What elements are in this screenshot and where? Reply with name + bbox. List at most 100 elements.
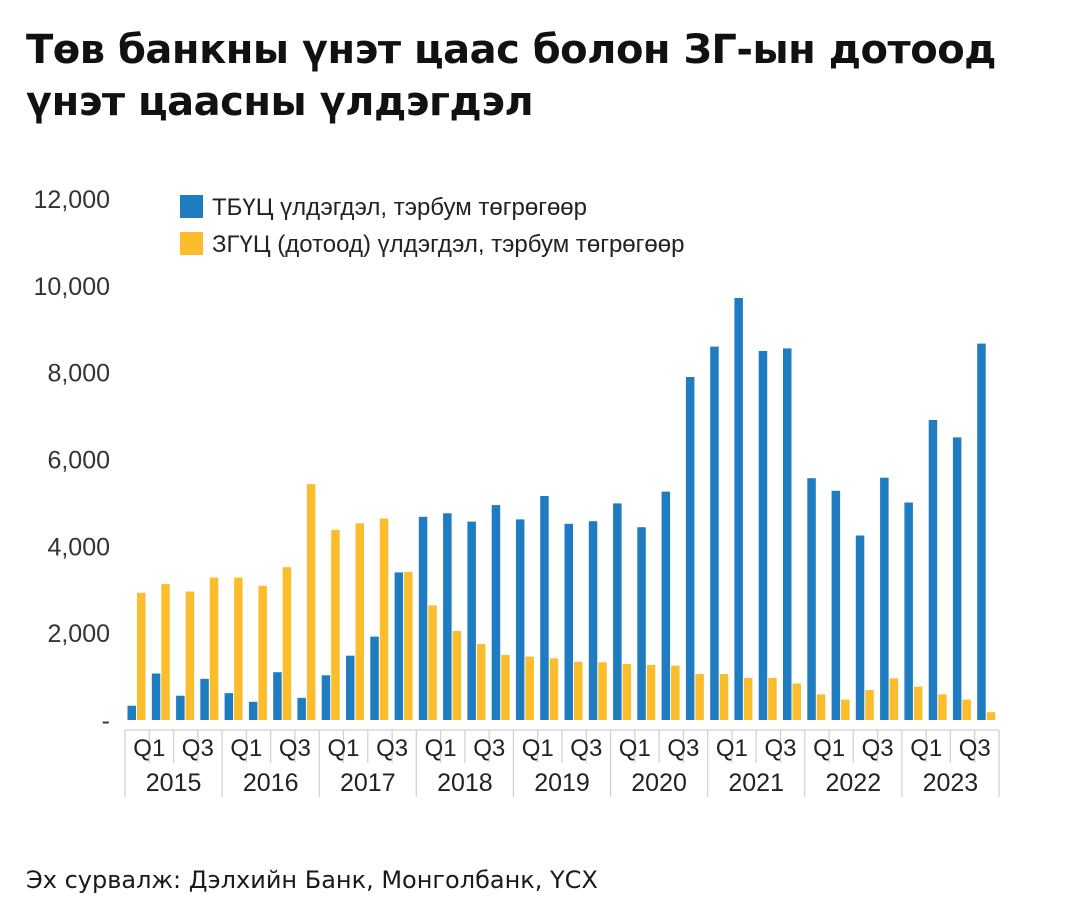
bar-tbuts — [127, 705, 136, 720]
y-axis: - 2,000 4,000 6,000 8,000 10,000 12,000 — [34, 186, 110, 735]
bar-zguts — [816, 694, 826, 720]
x-year-label: 2021 — [728, 769, 784, 797]
bar-zguts — [646, 664, 656, 720]
x-year-label: 2022 — [825, 769, 881, 797]
bar-tbuts — [491, 505, 501, 720]
bar-tbuts — [224, 693, 234, 720]
bar-tbuts — [321, 675, 331, 720]
bar-zguts — [234, 577, 243, 720]
bar-zguts — [792, 683, 801, 720]
bar-tbuts — [807, 478, 816, 720]
x-tick-label-q3: Q3 — [667, 735, 699, 762]
y-tick-label: 6,000 — [47, 447, 110, 475]
bar-zguts — [743, 677, 753, 720]
bar-tbuts — [588, 521, 598, 720]
chart-title: Төв банкны үнэт цаас болон ЗГ-ын дотоод … — [26, 24, 1066, 128]
bar-tbuts — [734, 298, 743, 720]
bar-zguts — [622, 664, 632, 720]
bar-tbuts — [613, 503, 622, 720]
bar-tbuts — [977, 343, 986, 720]
bar-tbuts — [394, 572, 404, 720]
x-tick-label-q3: Q3 — [764, 735, 796, 762]
y-tick-label: 4,000 — [47, 533, 110, 561]
x-tick-label-q1: Q1 — [425, 735, 457, 762]
x-year-label: 2016 — [243, 769, 299, 797]
y-tick-label: 8,000 — [47, 360, 110, 388]
x-tick-label-q1: Q1 — [230, 735, 262, 762]
bar-zguts — [137, 592, 146, 720]
x-tick-label-q3: Q3 — [279, 735, 311, 762]
bar-zguts — [452, 631, 462, 720]
bar-zguts — [161, 584, 170, 720]
bar-zguts — [501, 654, 510, 720]
bar-zguts — [525, 656, 534, 720]
legend-label-series-2: ЗГҮЦ (дотоод) үлдэгдэл, тэрбум төгрөгөөр — [212, 231, 684, 258]
bar-tbuts — [952, 437, 962, 720]
y-tick-label: 10,000 — [34, 273, 110, 301]
x-tick-label-q3: Q3 — [182, 735, 214, 762]
bar-zguts — [185, 591, 195, 720]
bar-zguts — [355, 523, 364, 720]
bar-tbuts — [370, 636, 379, 720]
x-year-label: 2017 — [340, 769, 396, 797]
bar-zguts — [404, 571, 413, 720]
bar-zguts — [938, 694, 947, 720]
x-year-label: 2015 — [146, 769, 202, 797]
x-tick-label-q1: Q1 — [716, 735, 748, 762]
bar-zguts — [379, 518, 389, 720]
bar-zguts — [574, 661, 583, 720]
bar-tbuts — [661, 491, 671, 720]
bar-zguts — [209, 577, 219, 720]
bar-zguts — [306, 484, 316, 720]
bar-tbuts — [540, 496, 549, 720]
y-tick-label: 12,000 — [34, 186, 110, 214]
bar-zguts — [962, 699, 971, 720]
bar-zguts — [695, 674, 704, 720]
bar-tbuts — [176, 695, 185, 720]
x-axis: Q1 Q3 2015 Q1 Q3 2016 Q1 Q3 2017 Q1 Q3 2018 Q1 Q3 2019… — [124, 729, 1000, 797]
bar-tbuts — [710, 346, 719, 720]
bar-zguts — [598, 662, 607, 720]
bar-tbuts — [637, 527, 646, 720]
bar-tbuts — [346, 655, 355, 720]
bar-zguts — [768, 677, 777, 720]
bar-tbuts — [904, 502, 913, 720]
bar-zguts — [549, 658, 559, 720]
x-year-label: 2018 — [437, 769, 493, 797]
y-tick-label: 2,000 — [47, 620, 110, 648]
x-tick-label-q1: Q1 — [619, 735, 651, 762]
bar-tbuts — [928, 420, 938, 720]
x-year-label: 2023 — [923, 769, 979, 797]
bar-tbuts — [273, 672, 282, 720]
bar-tbuts — [297, 697, 306, 720]
bar-tbuts — [758, 351, 768, 720]
bar-zguts — [986, 712, 996, 720]
x-tick-label-q3: Q3 — [862, 735, 894, 762]
x-tick-label-q1: Q1 — [910, 735, 942, 762]
source-note: Эх сурвалж: Дэлхийн Банк, Монголбанк, ҮС… — [26, 866, 598, 894]
bar-zguts — [428, 605, 437, 720]
bar-tbuts — [200, 678, 209, 720]
bar-zguts — [719, 674, 729, 720]
bar-zguts — [671, 665, 680, 720]
bar-tbuts — [467, 521, 476, 720]
x-tick-label-q3: Q3 — [473, 735, 505, 762]
chart-title-line-1: Төв банкны үнэт цаас болон ЗГ-ын дотоод — [26, 27, 996, 73]
y-tick-label: - — [102, 707, 110, 735]
bar-tbuts — [855, 535, 865, 720]
bar-tbuts — [248, 701, 258, 720]
bar-tbuts — [515, 519, 525, 720]
legend-label-series-1: ТБҮЦ үлдэгдэл, тэрбум төгрөгөөр — [212, 194, 587, 221]
x-tick-label-q3: Q3 — [959, 735, 991, 762]
bar-zguts — [841, 699, 850, 720]
bar-zguts — [282, 567, 292, 720]
x-year-label: 2020 — [631, 769, 687, 797]
x-tick-label-q1: Q1 — [133, 735, 165, 762]
bar-zguts — [865, 690, 874, 720]
bars — [127, 298, 996, 720]
bar-zguts — [913, 686, 923, 720]
x-tick-label-q1: Q1 — [813, 735, 845, 762]
bar-tbuts — [151, 673, 161, 720]
bar-tbuts — [418, 516, 428, 720]
